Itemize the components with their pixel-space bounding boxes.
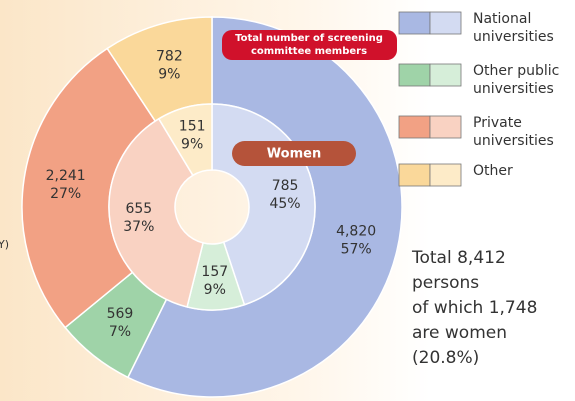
value-label: 782 <box>156 48 183 64</box>
share-label: 57% <box>341 242 372 258</box>
share-label: 9% <box>181 137 203 153</box>
legend-swatch <box>398 163 431 187</box>
annotation-line: persons <box>412 273 479 293</box>
rings: 4,820 57% 569 7% 2,241 27% 782 9% 785 45% 157 9% 655… <box>21 16 403 398</box>
chart-title-1: Total number of screening <box>235 33 383 44</box>
title-box <box>222 30 397 60</box>
value-label: 157 <box>201 264 228 280</box>
legend-swatch <box>429 63 462 87</box>
value-label: 785 <box>272 178 299 194</box>
annotation-line: are women <box>412 323 507 343</box>
legend-swatch <box>429 11 462 35</box>
annotation-line: Total 8,412 <box>411 248 506 268</box>
legend-swatch <box>398 115 431 139</box>
women-box <box>232 141 356 166</box>
share-label: 9% <box>204 282 226 298</box>
legend-swatch <box>398 11 431 35</box>
legend-label: Other <box>473 163 513 179</box>
value-label: 4,820 <box>336 224 376 240</box>
value-label: 2,241 <box>46 168 86 184</box>
share-label: 7% <box>109 324 131 340</box>
legend-swatch <box>429 163 462 187</box>
share-label: 45% <box>269 196 300 212</box>
share-label: 9% <box>158 66 180 82</box>
inner-title: Women <box>267 147 321 162</box>
legend: National universities Other public universi… <box>398 11 559 187</box>
edge-text: Y) <box>0 238 9 251</box>
legend-swatch <box>398 63 431 87</box>
legend-label: Private universities <box>473 115 554 149</box>
slice <box>157 103 213 177</box>
share-label: 37% <box>123 219 154 235</box>
share-label: 27% <box>50 186 81 202</box>
annotation-line: of which 1,748 <box>412 298 537 318</box>
annotation: Total 8,412 persons of which 1,748 are wome… <box>411 248 537 368</box>
value-label: 151 <box>179 119 206 135</box>
slice <box>108 117 204 308</box>
value-label: 655 <box>125 201 152 217</box>
value-label: 569 <box>107 306 134 322</box>
annotation-line: (20.8%) <box>412 348 479 368</box>
legend-swatch <box>429 115 462 139</box>
chart-title-2: committee members <box>251 46 367 57</box>
legend-label: National universities <box>473 11 554 45</box>
legend-label: Other public universities <box>473 63 559 97</box>
